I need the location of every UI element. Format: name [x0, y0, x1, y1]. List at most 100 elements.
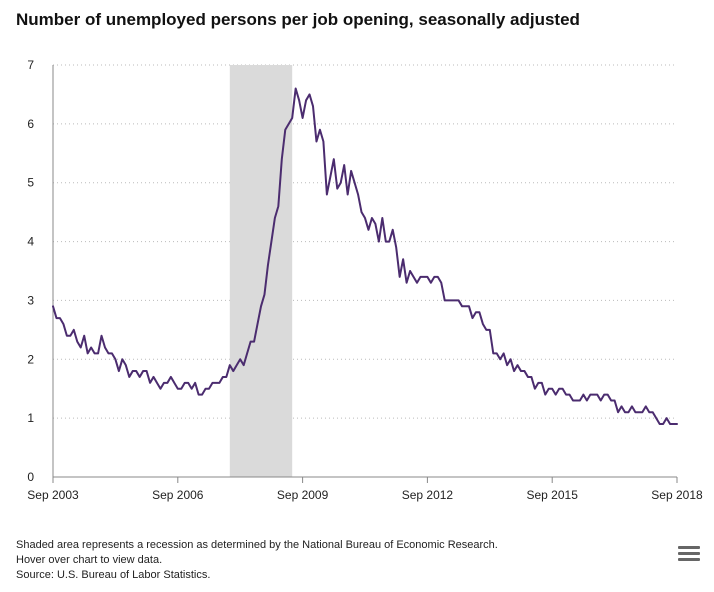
data-point[interactable]: Feb 2004: 2.4	[68, 334, 72, 338]
data-point[interactable]: Aug 2015: 1.5	[547, 387, 551, 391]
data-point[interactable]: May 2010: 5.1	[328, 175, 332, 179]
data-point[interactable]: Aug 2008: 2.6	[256, 322, 260, 326]
data-point[interactable]: Jan 2005: 2.1	[106, 351, 110, 355]
data-point[interactable]: Jun 2011: 4.3	[373, 222, 377, 226]
data-point[interactable]: Mar 2005: 2	[113, 357, 117, 361]
data-point[interactable]: May 2008: 2.1	[245, 351, 249, 355]
data-point[interactable]: Sep 2015: 1.5	[550, 387, 554, 391]
data-point[interactable]: May 2005: 2	[120, 357, 124, 361]
data-point[interactable]: Sep 2012: 3.4	[425, 275, 429, 279]
data-point[interactable]: Jul 2017: 1.1	[626, 410, 630, 414]
data-point[interactable]: Jan 2018: 1.1	[647, 410, 651, 414]
data-point[interactable]: Dec 2017: 1.2	[644, 404, 648, 408]
data-point[interactable]: Feb 2015: 1.7	[526, 375, 530, 379]
data-point[interactable]: Sep 2005: 1.8	[134, 369, 138, 373]
data-point[interactable]: May 2014: 2.1	[495, 351, 499, 355]
data-point[interactable]: Apr 2018: 0.9	[658, 422, 662, 426]
data-point[interactable]: Feb 2005: 2.1	[110, 351, 114, 355]
data-point[interactable]: Sep 2018: 0.9	[675, 422, 679, 426]
data-point[interactable]: Dec 2005: 1.8	[145, 369, 149, 373]
data-point[interactable]: Oct 2008: 3.1	[262, 293, 266, 297]
data-point[interactable]: Nov 2016: 1.3	[599, 398, 603, 402]
data-point[interactable]: Apr 2016: 1.3	[574, 398, 578, 402]
data-point[interactable]: Jul 2005: 1.7	[127, 375, 131, 379]
data-point[interactable]: Oct 2017: 1.1	[637, 410, 641, 414]
data-point[interactable]: Jan 2004: 2.4	[65, 334, 69, 338]
data-point[interactable]: Nov 2006: 1.6	[183, 381, 187, 385]
hamburger-menu-icon[interactable]	[678, 546, 700, 566]
data-point[interactable]: Jun 2018: 1	[665, 416, 669, 420]
data-point[interactable]: Dec 2010: 5	[353, 181, 357, 185]
data-point[interactable]: Sep 2007: 1.6	[217, 381, 221, 385]
data-point[interactable]: Oct 2010: 4.8	[346, 192, 350, 196]
data-point[interactable]: Oct 2013: 2.7	[470, 316, 474, 320]
data-point[interactable]: Mar 2009: 5.4	[280, 157, 284, 161]
data-point[interactable]: Oct 2004: 2.1	[96, 351, 100, 355]
data-point[interactable]: Mar 2017: 1.3	[613, 398, 617, 402]
data-point[interactable]: Oct 2014: 1.8	[512, 369, 516, 373]
data-point[interactable]: Apr 2009: 5.9	[283, 128, 287, 132]
data-point[interactable]: Jun 2015: 1.6	[540, 381, 544, 385]
data-point[interactable]: Nov 2005: 1.8	[141, 369, 145, 373]
data-point[interactable]: Aug 2016: 1.4	[588, 393, 592, 397]
data-point[interactable]: Mar 2010: 5.7	[321, 140, 325, 144]
data-point[interactable]: Jul 2015: 1.4	[543, 393, 547, 397]
data-point[interactable]: Sep 2008: 2.9	[259, 304, 263, 308]
data-point[interactable]: Sep 2006: 1.5	[176, 387, 180, 391]
data-point[interactable]: Jan 2016: 1.4	[564, 393, 568, 397]
data-point[interactable]: Feb 2010: 5.9	[318, 128, 322, 132]
data-point[interactable]: Aug 2006: 1.6	[172, 381, 176, 385]
data-point[interactable]: Mar 2018: 1	[654, 416, 658, 420]
data-point[interactable]: Apr 2005: 1.8	[117, 369, 121, 373]
data-point[interactable]: Feb 2012: 3.7	[401, 257, 405, 261]
data-point[interactable]: Sep 2003: 2.9	[51, 304, 55, 308]
data-point[interactable]: Mar 2015: 1.7	[529, 375, 533, 379]
data-point[interactable]: Sep 2004: 2.1	[93, 351, 97, 355]
data-point[interactable]: May 2004: 2.2	[79, 346, 83, 350]
data-point[interactable]: Jun 2012: 3.3	[415, 281, 419, 285]
data-point[interactable]: Jun 2010: 5.4	[332, 157, 336, 161]
data-point[interactable]: Aug 2012: 3.4	[422, 275, 426, 279]
data-point[interactable]: Jan 2008: 1.8	[231, 369, 235, 373]
data-point[interactable]: Jul 2007: 1.6	[210, 381, 214, 385]
data-point[interactable]: Nov 2011: 4.2	[391, 228, 395, 232]
data-point[interactable]: Oct 2009: 6.4	[304, 98, 308, 102]
data-point[interactable]: Mar 2008: 2	[238, 357, 242, 361]
data-point[interactable]: Feb 2007: 1.6	[193, 381, 197, 385]
data-point[interactable]: Jun 2006: 1.6	[165, 381, 169, 385]
data-point[interactable]: Nov 2007: 1.7	[224, 375, 228, 379]
data-point[interactable]: Dec 2013: 2.8	[477, 310, 481, 314]
data-point[interactable]: Oct 2006: 1.5	[179, 387, 183, 391]
data-point[interactable]: Jan 2012: 3.4	[398, 275, 402, 279]
data-point[interactable]: Mar 2004: 2.5	[72, 328, 76, 332]
data-point[interactable]: May 2009: 6	[287, 122, 291, 126]
data-point[interactable]: Jul 2018: 0.9	[668, 422, 672, 426]
data-point[interactable]: Dec 2012: 3.4	[436, 275, 440, 279]
data-point[interactable]: Dec 2003: 2.6	[61, 322, 65, 326]
data-point[interactable]: Dec 2006: 1.6	[186, 381, 190, 385]
data-point[interactable]: Apr 2017: 1.1	[616, 410, 620, 414]
data-point[interactable]: Aug 2004: 2.2	[89, 346, 93, 350]
data-point[interactable]: Oct 2007: 1.7	[221, 375, 225, 379]
data-point[interactable]: Mar 2012: 3.3	[405, 281, 409, 285]
data-point[interactable]: Jul 2010: 4.9	[335, 187, 339, 191]
series-line[interactable]	[52, 87, 678, 426]
data-point[interactable]: Sep 2017: 1.1	[633, 410, 637, 414]
data-point[interactable]: Jun 2005: 1.9	[124, 363, 128, 367]
data-point[interactable]: Apr 2008: 1.9	[242, 363, 246, 367]
data-point[interactable]: Feb 2008: 1.9	[235, 363, 239, 367]
data-point[interactable]: Mar 2011: 4.4	[363, 216, 367, 220]
data-point[interactable]: Aug 2018: 0.9	[672, 422, 676, 426]
data-point[interactable]: Feb 2017: 1.3	[609, 398, 613, 402]
data-point[interactable]: Nov 2012: 3.4	[432, 275, 436, 279]
data-point[interactable]: Aug 2007: 1.6	[214, 381, 218, 385]
data-point[interactable]: May 2011: 4.4	[370, 216, 374, 220]
data-point[interactable]: Oct 2015: 1.4	[554, 393, 558, 397]
data-point[interactable]: Apr 2010: 4.8	[325, 192, 329, 196]
data-point[interactable]: Apr 2015: 1.5	[533, 387, 537, 391]
data-point[interactable]: Apr 2012: 3.5	[408, 269, 412, 273]
data-point[interactable]: Nov 2004: 2.4	[100, 334, 104, 338]
line-chart[interactable]: 0 1 2 3 4 5 6 7 Sep 2003 Sep 2006 Sep 2009 Sep 2012…	[0, 0, 714, 530]
data-point[interactable]: Jun 2009: 6.1	[290, 116, 294, 120]
data-point[interactable]: May 2013: 3	[453, 298, 457, 302]
